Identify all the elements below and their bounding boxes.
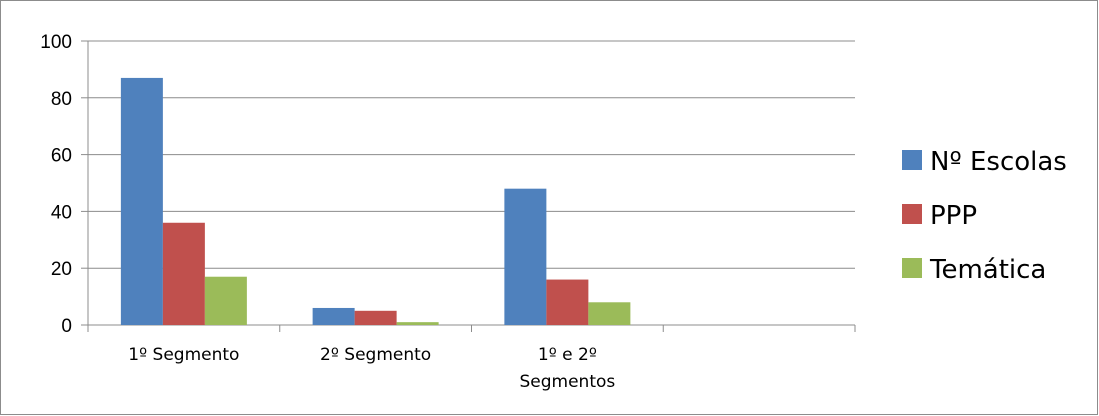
x-category-label: 1º Segmento <box>128 345 239 365</box>
bar <box>312 307 355 325</box>
bar <box>588 302 631 325</box>
y-tick-labels: 0 20 40 60 80 100 <box>40 32 72 337</box>
x-category-label: 1º e 2º Segmentos <box>519 345 615 392</box>
y-tick-label: 40 <box>51 202 72 223</box>
legend-swatch <box>902 258 922 278</box>
legend-swatch <box>902 204 922 224</box>
y-tick-label: 100 <box>40 32 72 53</box>
bar <box>504 188 547 325</box>
bar <box>162 222 205 325</box>
gridlines <box>88 40 855 269</box>
bar <box>396 322 439 325</box>
legend-label: Nº Escolas <box>930 147 1067 177</box>
y-tick-label: 60 <box>51 146 72 167</box>
x-category-labels: 1º Segmento 2º Segmento 1º e 2º Segmentos <box>128 345 615 392</box>
legend-label: Temática <box>929 255 1046 285</box>
y-tick-label: 80 <box>51 89 72 110</box>
y-tick-label: 20 <box>51 259 72 280</box>
bar <box>204 276 247 325</box>
legend-swatch <box>902 150 922 170</box>
bar <box>546 279 589 325</box>
legend-label: PPP <box>930 201 977 231</box>
legend: Nº Escolas PPP Temática <box>902 147 1067 285</box>
bar <box>354 310 397 325</box>
x-category-label: 2º Segmento <box>320 345 431 365</box>
bar <box>120 77 163 325</box>
y-tick-label: 0 <box>61 316 72 337</box>
bars <box>120 77 631 325</box>
